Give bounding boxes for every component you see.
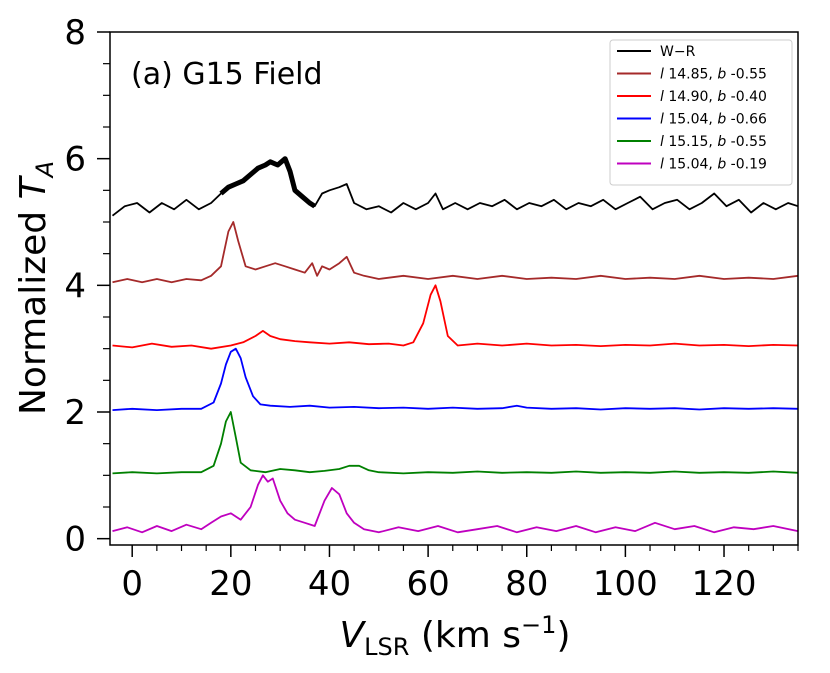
legend-text-part: b	[717, 134, 726, 150]
x-axis-label-sub: LSR	[364, 633, 409, 661]
legend-text-part: -0.40	[726, 89, 767, 105]
series-line-6	[112, 474, 799, 534]
x-axis-label: VLSR (km s−1)	[340, 611, 571, 661]
legend-text-part: b	[717, 67, 726, 83]
x-tick-label: 120	[692, 564, 757, 604]
x-axis-label-unit: (km s	[409, 615, 521, 656]
legend-text-part: 15.15,	[664, 134, 717, 150]
legend-text-part: -0.55	[726, 134, 767, 150]
legend-text-part: -0.19	[726, 157, 767, 173]
y-tick-label: 8	[64, 13, 86, 53]
legend-text-part: b	[717, 89, 726, 105]
y-axis-label: Normalized TA	[13, 161, 59, 415]
legend-text-part: -0.55	[726, 67, 767, 83]
y-tick-label: 4	[64, 266, 86, 306]
x-axis-label-close: )	[556, 615, 570, 656]
legend-text-part: l	[660, 89, 664, 105]
x-tick-label: 60	[406, 564, 449, 604]
y-axis-label-text: Normalized	[13, 199, 54, 415]
series-line-4	[112, 347, 799, 412]
x-tick-label: 0	[121, 564, 143, 604]
series-line-5	[112, 411, 799, 475]
x-tick-label: 20	[209, 564, 252, 604]
legend-text-part: 14.90,	[664, 89, 717, 105]
legend-text-part: l	[660, 157, 664, 173]
y-tick-label: 0	[64, 520, 86, 560]
legend-label-3: l 14.90, b -0.40	[660, 89, 767, 105]
legend-frame	[609, 39, 793, 186]
x-tick-label: 40	[308, 564, 351, 604]
axes: 0 20 40 60 80 100 120 0 2 4 6 8	[64, 13, 799, 604]
series-line-2	[112, 221, 799, 284]
y-tick-label: 2	[64, 393, 86, 433]
legend-text-part: b	[717, 157, 726, 173]
legend-label-2: l 14.85, b -0.55	[660, 67, 767, 83]
legend-label-1: W−R	[660, 44, 696, 60]
legend-text-part: 15.04,	[664, 157, 717, 173]
legend-label-5: l 15.15, b -0.55	[660, 134, 767, 150]
y-axis-label-sub: A	[31, 161, 59, 179]
legend-text-part: l	[660, 134, 664, 150]
legend-text-part: W−R	[660, 44, 696, 60]
x-axis-label-sup: −1	[521, 611, 556, 639]
legend-text-part: b	[717, 112, 726, 128]
y-axis-label-var: T	[13, 174, 54, 199]
legend-label-6: l 15.04, b -0.19	[660, 157, 767, 173]
chart-title: (a) G15 Field	[131, 57, 323, 92]
x-axis-label-var: V	[340, 615, 367, 656]
legend-text-part: l	[660, 112, 664, 128]
legend-text-part: l	[660, 67, 664, 83]
legend-text-part: 14.85,	[664, 67, 717, 83]
series-highlight-1	[219, 156, 317, 209]
legend: W−Rl 14.85, b -0.55l 14.90, b -0.40l 15.…	[609, 39, 793, 186]
legend-text-part: -0.66	[726, 112, 767, 128]
x-tick-label: 100	[593, 564, 658, 604]
y-tick-label: 6	[64, 140, 86, 180]
series-line-3	[112, 284, 799, 350]
legend-label-4: l 15.04, b -0.66	[660, 112, 767, 128]
x-tick-label: 80	[505, 564, 548, 604]
legend-text-part: 15.04,	[664, 112, 717, 128]
plot-area	[111, 156, 799, 534]
plot-frame	[109, 31, 799, 546]
